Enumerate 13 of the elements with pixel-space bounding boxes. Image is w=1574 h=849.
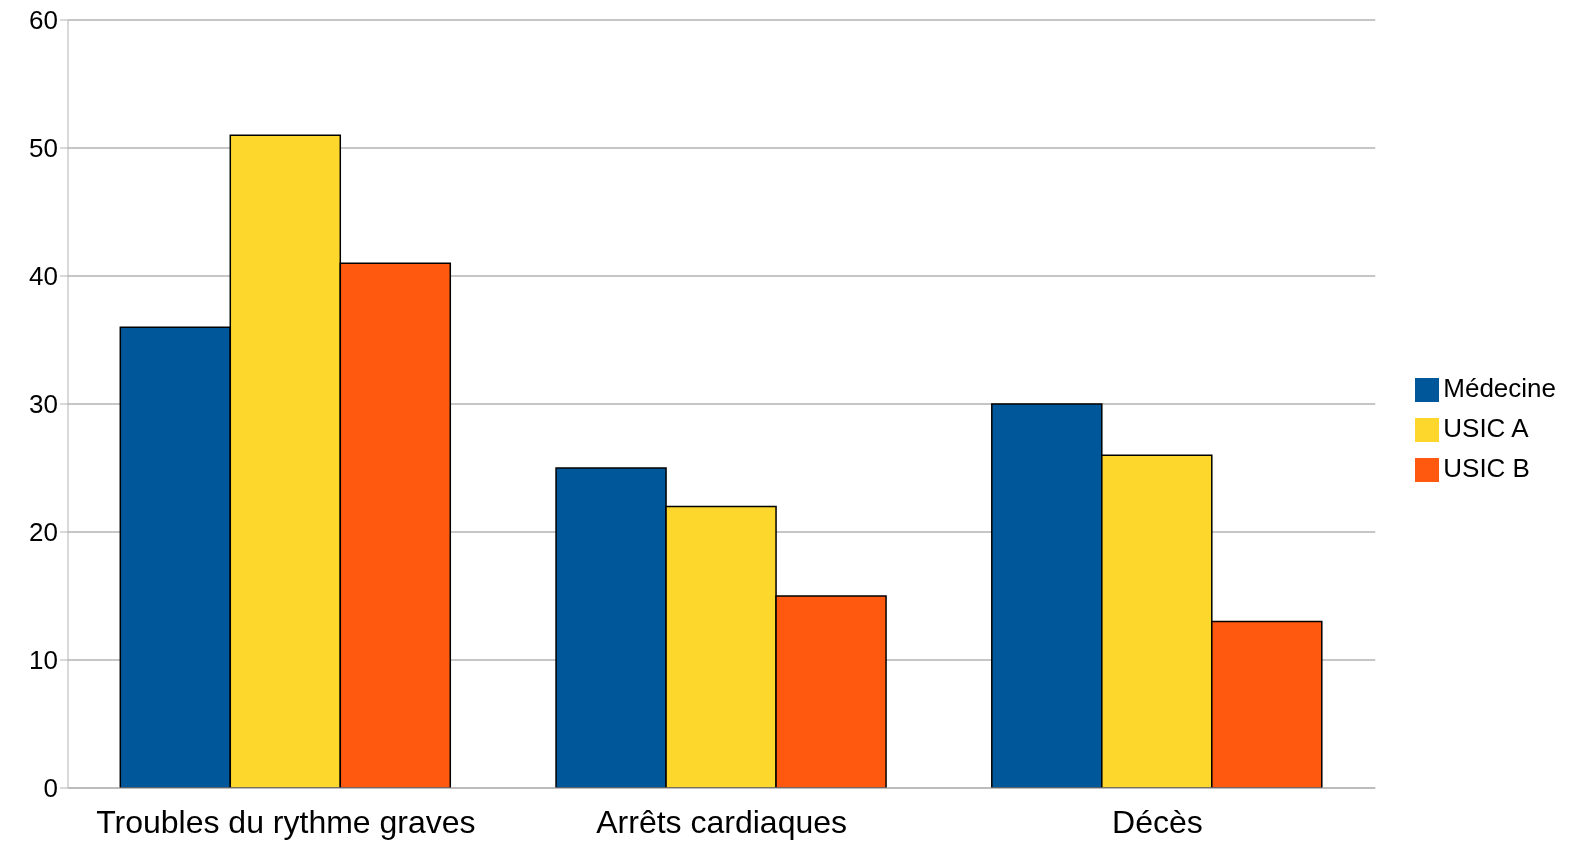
legend-label: USIC A [1443, 413, 1529, 443]
y-tick-label: 20 [29, 517, 58, 548]
y-tick-label: 60 [29, 5, 58, 36]
x-tick-label: Troubles du rythme graves [96, 803, 476, 840]
y-tick-label: 50 [29, 133, 58, 164]
legend-label: Médecine [1443, 373, 1556, 403]
y-tick-label: 10 [29, 645, 58, 676]
legend-label: USIC B [1443, 453, 1530, 483]
y-tick-label: 30 [29, 389, 58, 420]
x-tick-label: Décès [1112, 803, 1203, 840]
y-tick-label: 40 [29, 261, 58, 292]
y-tick-label: 0 [43, 773, 58, 804]
x-tick-label: Arrêts cardiaques [596, 803, 848, 840]
